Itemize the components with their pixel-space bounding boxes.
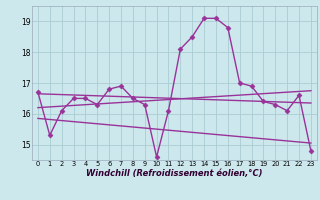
X-axis label: Windchill (Refroidissement éolien,°C): Windchill (Refroidissement éolien,°C) (86, 169, 263, 178)
